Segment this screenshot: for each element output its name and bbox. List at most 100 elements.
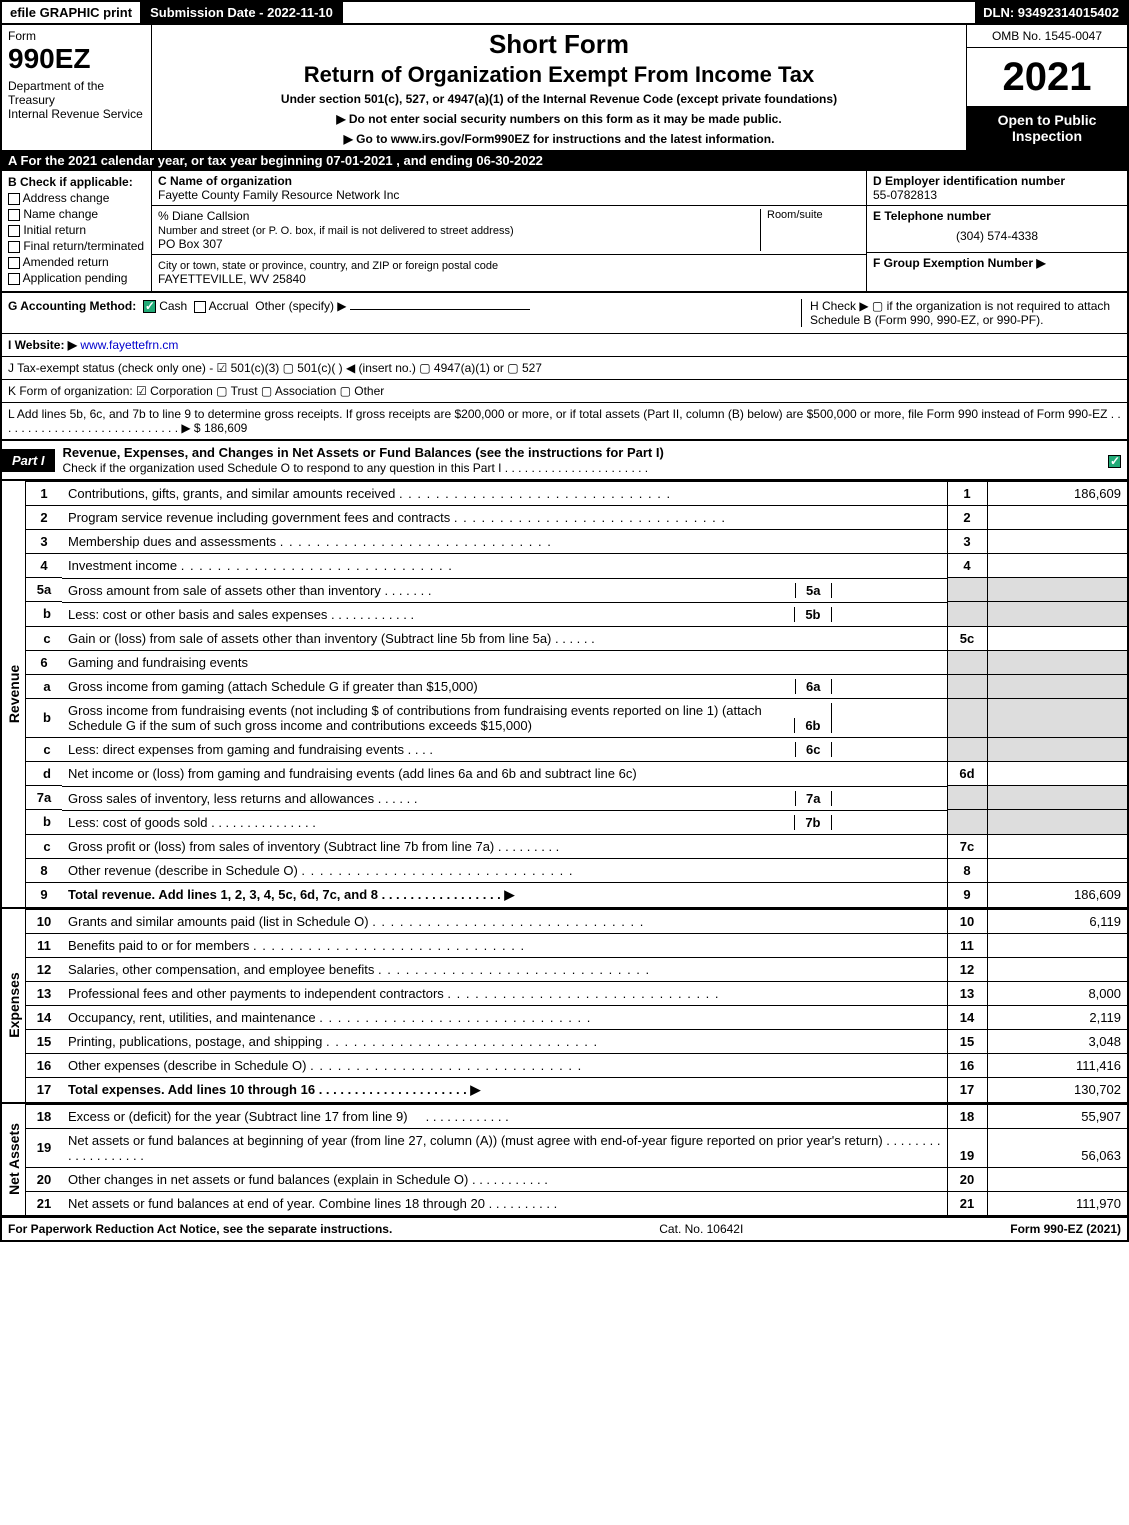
form-number: 990EZ (8, 43, 145, 75)
part-i-title: Revenue, Expenses, and Changes in Net As… (55, 441, 1102, 479)
dln: DLN: 93492314015402 (975, 2, 1127, 23)
l-text: L Add lines 5b, 6c, and 7b to line 9 to … (8, 407, 1121, 435)
row-j-tax-exempt: J Tax-exempt status (check only one) - ☑… (0, 357, 1129, 380)
line-5a: 5aGross amount from sale of assets other… (26, 578, 1127, 602)
goto-link[interactable]: ▶ Go to www.irs.gov/Form990EZ for instru… (160, 132, 958, 146)
line-6: 6Gaming and fundraising events (26, 650, 1127, 674)
form-label: Form (8, 29, 145, 43)
row-gh: G Accounting Method: Cash Accrual Other … (0, 293, 1129, 334)
part-i-tab: Part I (2, 449, 55, 472)
row-k-org-form: K Form of organization: ☑ Corporation ▢ … (0, 380, 1129, 403)
net-assets-section: Net Assets 18Excess or (deficit) for the… (0, 1102, 1129, 1217)
revenue-section: Revenue 1Contributions, gifts, grants, a… (0, 481, 1129, 907)
c-name-cell: C Name of organization Fayette County Fa… (152, 171, 866, 206)
line-15: 15Printing, publications, postage, and s… (26, 1029, 1127, 1053)
line-14: 14Occupancy, rent, utilities, and mainte… (26, 1005, 1127, 1029)
open-to-public: Open to Public Inspection (967, 106, 1127, 150)
room-suite-label: Room/suite (760, 209, 860, 251)
donot-note: ▶ Do not enter social security numbers o… (160, 112, 958, 126)
row-i-website: I Website: ▶ www.fayettefrn.cm (0, 334, 1129, 357)
f-cell: F Group Exemption Number ▶ (867, 253, 1127, 273)
tax-year: 2021 (967, 48, 1127, 106)
part-i-header: Part I Revenue, Expenses, and Changes in… (0, 440, 1129, 481)
main-title: Return of Organization Exempt From Incom… (160, 62, 958, 88)
expenses-section: Expenses 10Grants and similar amounts pa… (0, 907, 1129, 1102)
footer-right: Form 990-EZ (2021) (1010, 1222, 1121, 1236)
net-assets-label: Net Assets (2, 1104, 26, 1215)
chk-name-change[interactable]: Name change (8, 207, 145, 221)
line-6c: cLess: direct expenses from gaming and f… (26, 737, 1127, 762)
line-10: 10Grants and similar amounts paid (list … (26, 909, 1127, 933)
header-left: Form 990EZ Department of the Treasury In… (2, 25, 152, 150)
line-16: 16Other expenses (describe in Schedule O… (26, 1053, 1127, 1077)
e-label: E Telephone number (873, 209, 991, 223)
line-7c: cGross profit or (loss) from sales of in… (26, 834, 1127, 858)
line-18: 18Excess or (deficit) for the year (Subt… (26, 1104, 1127, 1128)
under-section: Under section 501(c), 527, or 4947(a)(1)… (160, 92, 958, 106)
form-header: Form 990EZ Department of the Treasury In… (0, 25, 1129, 150)
line-7a: 7aGross sales of inventory, less returns… (26, 786, 1127, 810)
line-1: 1Contributions, gifts, grants, and simil… (26, 482, 1127, 506)
l-value: 186,609 (204, 421, 247, 435)
chk-address-change[interactable]: Address change (8, 191, 145, 205)
line-6d: dNet income or (loss) from gaming and fu… (26, 762, 1127, 786)
submission-date: Submission Date - 2022-11-10 (142, 2, 343, 23)
care-of: % Diane Callsion (158, 209, 249, 223)
ein: 55-0782813 (873, 188, 937, 202)
line-20: 20Other changes in net assets or fund ba… (26, 1167, 1127, 1191)
street: PO Box 307 (158, 237, 223, 251)
line-8: 8Other revenue (describe in Schedule O) … (26, 858, 1127, 882)
chk-amended-return[interactable]: Amended return (8, 255, 145, 269)
d-label: D Employer identification number (873, 174, 1065, 188)
footer-left: For Paperwork Reduction Act Notice, see … (8, 1222, 392, 1236)
f-label: F Group Exemption Number ▶ (873, 256, 1046, 270)
col-def: D Employer identification number 55-0782… (867, 171, 1127, 291)
chk-cash[interactable] (143, 300, 156, 313)
row-l-gross-receipts: L Add lines 5b, 6c, and 7b to line 9 to … (0, 403, 1129, 440)
chk-accrual[interactable] (194, 301, 206, 313)
line-11: 11Benefits paid to or for members 11 (26, 933, 1127, 957)
street-label: Number and street (or P. O. box, if mail… (158, 225, 514, 237)
i-label: I Website: ▶ (8, 338, 77, 352)
g-label: G Accounting Method: (8, 299, 136, 313)
part-i-checkline: Check if the organization used Schedule … (63, 461, 649, 475)
c-address-cell: % Diane Callsion Number and street (or P… (152, 206, 866, 255)
omb-number: OMB No. 1545-0047 (967, 25, 1127, 48)
expenses-label: Expenses (2, 909, 26, 1102)
other-specify-input[interactable] (350, 309, 530, 310)
line-19: 19Net assets or fund balances at beginni… (26, 1128, 1127, 1167)
c-city-cell: City or town, state or province, country… (152, 255, 866, 289)
row-a-tax-year: A For the 2021 calendar year, or tax yea… (0, 150, 1129, 171)
line-17: 17Total expenses. Add lines 10 through 1… (26, 1077, 1127, 1102)
line-13: 13Professional fees and other payments t… (26, 981, 1127, 1005)
chk-initial-return[interactable]: Initial return (8, 223, 145, 237)
website-link[interactable]: www.fayettefrn.cm (80, 338, 178, 352)
line-12: 12Salaries, other compensation, and empl… (26, 957, 1127, 981)
line-4: 4Investment income 4 (26, 554, 1127, 578)
line-6a: aGross income from gaming (attach Schedu… (26, 674, 1127, 698)
accounting-method: G Accounting Method: Cash Accrual Other … (8, 299, 801, 327)
part-i-check[interactable] (1102, 448, 1127, 471)
section-bcdef: B Check if applicable: Address change Na… (0, 171, 1129, 293)
chk-final-return[interactable]: Final return/terminated (8, 239, 145, 253)
h-schedule-b: H Check ▶ ▢ if the organization is not r… (801, 299, 1121, 327)
b-head: B Check if applicable: (8, 175, 145, 189)
org-name: Fayette County Family Resource Network I… (158, 188, 399, 202)
revenue-label: Revenue (2, 481, 26, 907)
topbar: efile GRAPHIC print Submission Date - 20… (0, 0, 1129, 25)
col-c: C Name of organization Fayette County Fa… (152, 171, 867, 291)
line-3: 3Membership dues and assessments 3 (26, 530, 1127, 554)
dept-label: Department of the Treasury Internal Reve… (8, 79, 145, 121)
line-9: 9Total revenue. Add lines 1, 2, 3, 4, 5c… (26, 882, 1127, 907)
efile-print-button[interactable]: efile GRAPHIC print (2, 2, 142, 23)
footer-cat: Cat. No. 10642I (392, 1222, 1010, 1236)
c-label: C Name of organization (158, 174, 292, 188)
d-cell: D Employer identification number 55-0782… (867, 171, 1127, 206)
city: FAYETTEVILLE, WV 25840 (158, 272, 306, 286)
line-6b: bGross income from fundraising events (n… (26, 698, 1127, 737)
chk-application-pending[interactable]: Application pending (8, 271, 145, 285)
page-footer: For Paperwork Reduction Act Notice, see … (0, 1217, 1129, 1242)
short-form-title: Short Form (160, 29, 958, 60)
line-5b: bLess: cost or other basis and sales exp… (26, 602, 1127, 627)
header-center: Short Form Return of Organization Exempt… (152, 25, 967, 150)
